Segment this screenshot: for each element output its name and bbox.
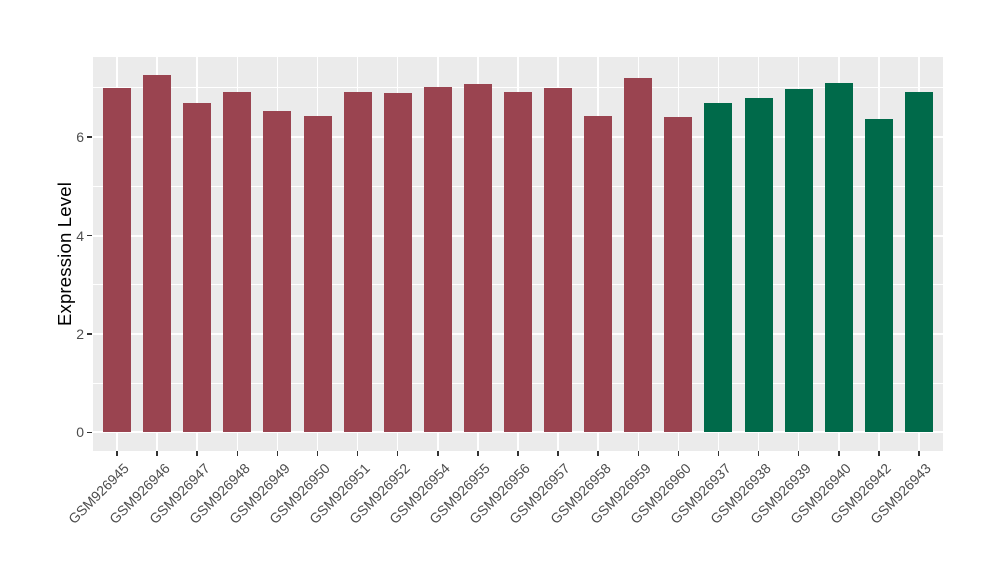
bar-GSM926940 — [824, 82, 853, 433]
minor-gridline — [93, 87, 943, 89]
plot-panel — [93, 57, 943, 451]
y-tick-label: 2 — [76, 325, 84, 342]
y-axis-title-text: Expression Level — [54, 181, 75, 327]
major-gridline — [93, 431, 943, 434]
y-axis-title: Expression Level — [48, 57, 82, 451]
x-tick-mark — [236, 451, 239, 456]
x-tick-mark — [437, 451, 439, 456]
bar-GSM926937 — [704, 102, 733, 433]
x-tick-mark — [757, 451, 760, 456]
bar-GSM926939 — [784, 89, 813, 433]
x-tick-mark — [196, 451, 198, 456]
bar-GSM926954 — [423, 86, 452, 433]
y-tick-label: 4 — [76, 227, 84, 244]
bar-GSM926958 — [584, 115, 613, 433]
bar-GSM926955 — [463, 83, 492, 433]
x-tick-mark — [557, 451, 559, 456]
x-tick-mark — [356, 451, 359, 456]
bar-GSM926946 — [143, 74, 172, 433]
bar-GSM926948 — [223, 91, 252, 433]
x-tick-mark — [517, 451, 519, 456]
y-tick-label: 6 — [76, 129, 84, 146]
x-tick-mark — [918, 451, 920, 456]
bar-GSM926951 — [343, 92, 372, 433]
bar-GSM926947 — [183, 102, 212, 433]
x-tick-mark — [637, 451, 640, 456]
bar-GSM926949 — [263, 111, 292, 433]
bar-GSM926945 — [103, 87, 132, 433]
x-tick-mark — [156, 451, 158, 456]
y-tick-label: 0 — [76, 424, 84, 441]
x-tick-mark — [597, 451, 599, 456]
x-tick-mark — [717, 451, 720, 456]
y-tick-mark — [87, 234, 92, 237]
bar-GSM926938 — [744, 97, 773, 433]
bar-GSM926956 — [504, 91, 532, 433]
bar-GSM926943 — [904, 91, 933, 433]
bar-GSM926959 — [624, 77, 653, 433]
x-tick-mark — [838, 451, 840, 456]
bar-GSM926950 — [303, 115, 332, 433]
x-tick-mark — [316, 451, 319, 456]
x-tick-mark — [396, 451, 399, 456]
x-tick-mark — [797, 451, 800, 456]
y-tick-mark — [87, 136, 92, 138]
bar-GSM926957 — [544, 88, 573, 433]
x-tick-mark — [477, 451, 479, 456]
x-tick-mark — [276, 451, 279, 456]
y-tick-mark — [87, 333, 92, 335]
bar-GSM926942 — [864, 119, 893, 433]
x-tick-mark — [677, 451, 680, 456]
bar-GSM926952 — [383, 92, 412, 433]
x-tick-mark — [116, 451, 118, 456]
x-tick-mark — [878, 451, 880, 456]
y-tick-mark — [87, 431, 92, 434]
bar-GSM926960 — [664, 116, 693, 433]
